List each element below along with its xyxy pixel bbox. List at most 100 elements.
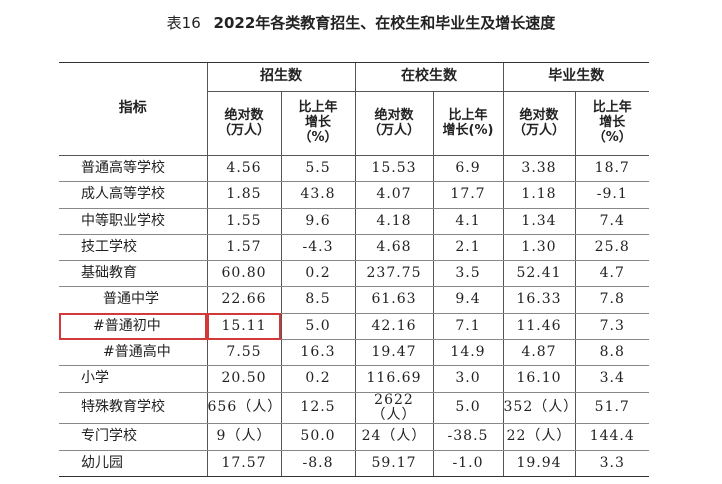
cell-value: 352（人） <box>502 392 577 425</box>
row-label: 普通中学 <box>59 286 207 314</box>
cell-value: -8.8 <box>280 450 355 478</box>
cell-value: 1.30 <box>502 234 575 262</box>
cell-value: 0.2 <box>280 365 355 393</box>
cell-value: 7.4 <box>574 208 649 235</box>
cell-value: 1.55 <box>206 208 281 235</box>
cell-value: -1.0 <box>432 450 503 478</box>
row-label: 特殊教育学校 <box>59 392 207 425</box>
cell-value: 17.7 <box>432 181 503 209</box>
cell-value: 60.80 <box>206 260 281 288</box>
row-label: 专门学校 <box>59 423 207 451</box>
education-statistics-table: 指标 招生数 在校生数 毕业生数 绝对数 （万人） 比上年 增长 （%） 绝对数… <box>59 62 649 478</box>
table-row: 特殊教育学校 656（人） 12.5 2622（人） 5.0 352（人） 51… <box>59 392 649 425</box>
cell-value: 9.4 <box>432 286 503 314</box>
table-row: 专门学校 9（人） 50.0 24（人） -38.5 22（人） 144.4 <box>59 423 649 451</box>
cell-value: 19.47 <box>354 339 433 367</box>
table-row: 成人高等学校 1.85 43.8 4.07 17.7 1.18 -9.1 <box>59 181 649 209</box>
cell-value: 16.33 <box>502 286 575 314</box>
cell-value: 237.75 <box>354 260 433 288</box>
row-label: 幼儿园 <box>59 450 207 478</box>
cell-value: 9.6 <box>280 208 355 235</box>
table-row: 小学 20.50 0.2 116.69 3.0 16.10 3.4 <box>59 365 649 393</box>
cell-value: 5.0 <box>280 313 355 341</box>
cell-value: 5.0 <box>432 392 503 425</box>
cell-value: 3.3 <box>574 450 649 478</box>
cell-value: 116.69 <box>354 365 433 393</box>
table-row: 基础教育 60.80 0.2 237.75 3.5 52.41 4.7 <box>59 260 649 288</box>
cell-value: 4.1 <box>432 208 503 235</box>
row-label: 基础教育 <box>59 260 207 288</box>
table-number: 表16 <box>166 14 201 32</box>
table-row: #普通初中 15.11 5.0 42.16 7.1 11.46 7.3 <box>59 313 649 341</box>
cell-value: 14.9 <box>432 339 503 367</box>
cell-value: 8.5 <box>280 286 355 314</box>
row-label: 普通高等学校 <box>59 155 207 183</box>
table-title: 2022年各类教育招生、在校生和毕业生及增长速度 <box>213 14 556 32</box>
cell-value: 61.63 <box>354 286 433 314</box>
cell-value: 4.7 <box>574 260 649 288</box>
cell-value: 7.3 <box>574 313 649 341</box>
row-label: #普通高中 <box>59 339 207 367</box>
header-group-in-school: 在校生数 <box>354 62 503 92</box>
cell-value: 2622（人） <box>354 392 433 425</box>
row-label: 成人高等学校 <box>59 181 207 209</box>
cell-value: 2.1 <box>432 234 503 262</box>
cell-value: 6.9 <box>432 155 503 183</box>
table-row: #普通高中 7.55 16.3 19.47 14.9 4.87 8.8 <box>59 339 649 367</box>
cell-value: 18.7 <box>574 155 649 183</box>
cell-value: 42.16 <box>354 313 433 341</box>
cell-value: 0.2 <box>280 260 355 288</box>
cell-value-highlighted: 15.11 <box>206 313 281 341</box>
row-label-highlighted: #普通初中 <box>59 313 207 341</box>
cell-value: 7.8 <box>574 286 649 314</box>
cell-value: 16.3 <box>280 339 355 367</box>
row-label: 小学 <box>59 365 207 393</box>
cell-value: 1.34 <box>502 208 575 235</box>
cell-value: 16.10 <box>502 365 575 393</box>
table-row: 技工学校 1.57 -4.3 4.68 2.1 1.30 25.8 <box>59 234 649 262</box>
row-label: 技工学校 <box>59 234 207 262</box>
cell-value: 52.41 <box>502 260 575 288</box>
header-abs: 绝对数 （万人） <box>206 91 281 156</box>
cell-value: 3.4 <box>574 365 649 393</box>
cell-value: 59.17 <box>354 450 433 478</box>
header-abs: 绝对数 （万人） <box>354 91 433 156</box>
table-body: 普通高等学校 4.56 5.5 15.53 6.9 3.38 18.7 成人高等… <box>59 155 649 478</box>
cell-value: 51.7 <box>574 392 649 425</box>
cell-value: 20.50 <box>206 365 281 393</box>
table-row: 普通高等学校 4.56 5.5 15.53 6.9 3.38 18.7 <box>59 155 649 183</box>
cell-value: 43.8 <box>280 181 355 209</box>
cell-value: 17.57 <box>206 450 281 478</box>
cell-value: 19.94 <box>502 450 575 478</box>
cell-value: 50.0 <box>280 423 355 451</box>
table-row: 普通中学 22.66 8.5 61.63 9.4 16.33 7.8 <box>59 286 649 314</box>
cell-value: 4.07 <box>354 181 433 209</box>
cell-value: 5.5 <box>280 155 355 183</box>
cell-value: 22（人） <box>502 423 575 451</box>
cell-value: 11.46 <box>502 313 575 341</box>
table-row: 幼儿园 17.57 -8.8 59.17 -1.0 19.94 3.3 <box>59 450 649 478</box>
cell-value: 7.55 <box>206 339 281 367</box>
cell-value: 1.57 <box>206 234 281 262</box>
header-group-graduates: 毕业生数 <box>502 62 649 92</box>
header-growth: 比上年 增长(%) <box>432 91 503 156</box>
cell-value: -9.1 <box>574 181 649 209</box>
cell-value: 4.18 <box>354 208 433 235</box>
cell-value: 144.4 <box>574 423 649 451</box>
cell-value: 25.8 <box>574 234 649 262</box>
cell-value: 1.18 <box>502 181 575 209</box>
cell-value: 3.0 <box>432 365 503 393</box>
cell-value: -4.3 <box>280 234 355 262</box>
cell-value: -38.5 <box>432 423 503 451</box>
header-indicator: 指标 <box>59 62 207 156</box>
table-row: 中等职业学校 1.55 9.6 4.18 4.1 1.34 7.4 <box>59 208 649 235</box>
cell-value: 4.87 <box>502 339 575 367</box>
cell-value: 22.66 <box>206 286 281 314</box>
header-group-enrollment: 招生数 <box>206 62 355 92</box>
cell-value: 4.56 <box>206 155 281 183</box>
cell-value: 4.68 <box>354 234 433 262</box>
table-caption: 表16 2022年各类教育招生、在校生和毕业生及增长速度 <box>0 12 722 33</box>
cell-value: 24（人） <box>354 423 433 451</box>
cell-value: 15.53 <box>354 155 433 183</box>
cell-value: 12.5 <box>280 392 355 425</box>
